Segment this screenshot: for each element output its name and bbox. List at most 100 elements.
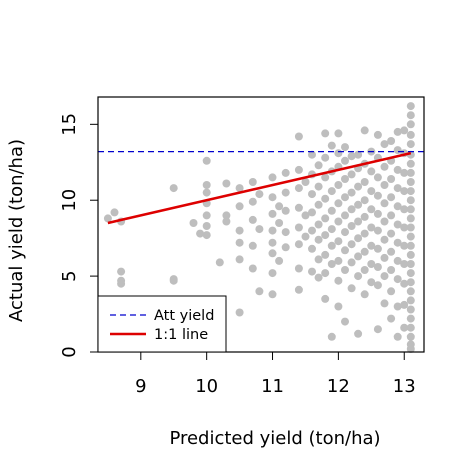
data-point — [202, 156, 211, 165]
data-point — [301, 211, 310, 220]
data-point — [354, 329, 363, 338]
data-point — [334, 237, 343, 246]
data-point — [334, 181, 343, 189]
data-point — [400, 223, 409, 232]
x-tick-label: 10 — [195, 376, 218, 397]
data-point — [294, 264, 303, 273]
data-point — [275, 219, 284, 227]
data-point — [354, 200, 363, 209]
data-point — [341, 143, 349, 152]
data-point — [196, 229, 205, 238]
data-point — [268, 193, 277, 202]
data-point — [341, 211, 349, 220]
data-point — [406, 278, 415, 287]
data-point — [380, 299, 389, 308]
data-point — [354, 272, 363, 281]
data-point — [380, 217, 389, 226]
data-point — [281, 206, 290, 215]
data-point — [387, 193, 396, 202]
data-point — [406, 296, 415, 305]
y-axis-title: Actual yield (ton/ha) — [6, 139, 27, 322]
data-point — [406, 305, 415, 314]
data-point — [341, 175, 349, 183]
data-point — [341, 246, 349, 255]
data-point — [373, 325, 382, 334]
data-point — [110, 208, 119, 217]
data-point — [354, 252, 363, 261]
legend-one-to-one-label: 1:1 line — [154, 327, 208, 343]
data-point — [373, 244, 382, 253]
data-point — [393, 332, 402, 341]
data-point — [294, 165, 303, 174]
data-point — [373, 226, 382, 235]
data-point — [380, 140, 389, 149]
data-point — [117, 279, 126, 288]
data-point — [248, 215, 257, 224]
data-points — [103, 102, 415, 353]
data-point — [308, 226, 316, 235]
data-point — [393, 275, 402, 284]
data-point — [387, 287, 396, 296]
data-point — [393, 238, 402, 247]
data-point — [380, 181, 389, 189]
data-point — [321, 153, 330, 162]
data-point — [406, 196, 415, 205]
data-point — [406, 111, 415, 120]
data-point — [222, 211, 231, 220]
data-point — [268, 226, 277, 235]
data-point — [202, 211, 211, 220]
data-point — [406, 102, 415, 111]
data-point — [327, 260, 336, 268]
data-point — [202, 188, 211, 197]
data-point — [360, 178, 369, 186]
data-point — [373, 173, 382, 182]
data-point — [308, 190, 316, 199]
data-point — [248, 178, 257, 186]
data-point — [400, 323, 409, 332]
data-point — [360, 290, 369, 299]
data-point — [308, 244, 316, 253]
data-point — [347, 222, 356, 230]
data-point — [248, 264, 257, 273]
data-point — [294, 285, 303, 294]
data-point — [169, 276, 178, 285]
data-point — [314, 182, 323, 191]
data-point — [334, 149, 343, 158]
data-point — [406, 178, 415, 186]
data-point — [222, 217, 231, 226]
data-point — [294, 223, 303, 232]
data-point — [367, 278, 376, 287]
data-point — [301, 232, 310, 241]
data-point — [275, 202, 284, 211]
data-point — [248, 241, 257, 250]
data-point — [268, 173, 277, 182]
data-point — [406, 332, 415, 341]
data-point — [393, 302, 402, 311]
data-point — [360, 229, 369, 238]
data-point — [387, 247, 396, 256]
data-point — [321, 231, 330, 240]
data-point — [301, 178, 310, 186]
data-point — [327, 241, 336, 250]
y-tick-label: 10 — [59, 189, 80, 212]
data-point — [281, 243, 290, 252]
data-point — [327, 225, 336, 234]
data-point — [347, 152, 356, 161]
data-point — [235, 238, 244, 247]
y-tick-label: 5 — [59, 270, 80, 281]
data-point — [308, 267, 316, 276]
data-point — [347, 284, 356, 293]
data-point — [380, 199, 389, 208]
data-point — [373, 263, 382, 271]
data-point — [406, 205, 415, 214]
data-point — [248, 197, 257, 206]
data-point — [334, 217, 343, 226]
data-point — [360, 266, 369, 274]
data-point — [334, 256, 343, 265]
data-point — [393, 184, 402, 193]
data-point — [406, 250, 415, 259]
data-point — [400, 205, 409, 214]
data-point — [367, 260, 376, 268]
data-point — [400, 260, 409, 268]
data-point — [360, 126, 369, 135]
